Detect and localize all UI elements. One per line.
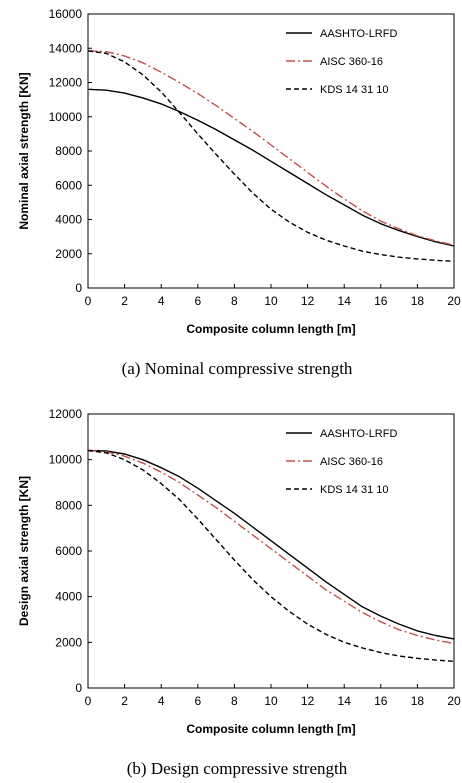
x-ticks-a: 0 2 4 6 8 10 12 14 16 18 20 [85, 284, 461, 308]
y-tick-label: 4000 [55, 590, 82, 604]
x-tick-label: 14 [338, 294, 352, 308]
y-ticks-b: 0 2000 4000 6000 8000 10000 12000 [49, 407, 92, 695]
y-ticks-a: 0 2000 4000 6000 8000 10000 12000 14000 16000 [49, 7, 92, 295]
y-tick-label: 8000 [55, 144, 82, 158]
y-tick-label: 6000 [55, 178, 82, 192]
y-tick-label: 8000 [55, 498, 82, 512]
y-tick-label: 14000 [49, 41, 83, 55]
x-tick-label: 16 [374, 294, 388, 308]
x-tick-label: 8 [231, 694, 238, 708]
legend-a: AASHTO-LRFD AISC 360-16 KDS 14 31 10 [286, 28, 397, 96]
x-tick-label: 4 [158, 694, 165, 708]
x-tick-label: 12 [301, 294, 315, 308]
y-tick-label: 12000 [49, 76, 83, 90]
y-tick-label: 2000 [55, 247, 82, 261]
legend-label: KDS 14 31 10 [320, 84, 389, 96]
legend-label: AISC 360-16 [320, 456, 383, 468]
x-tick-label: 18 [411, 694, 425, 708]
x-tick-label: 20 [447, 294, 461, 308]
y-tick-label: 4000 [55, 213, 82, 227]
series-line-kds-14-31-10 [87, 449, 455, 662]
series-group-b [87, 449, 455, 662]
y-tick-label: 0 [75, 281, 82, 295]
y-tick-label: 0 [75, 681, 82, 695]
x-tick-label: 4 [158, 294, 165, 308]
legend-label: AISC 360-16 [320, 56, 383, 68]
series-line-aisc-360-16 [87, 50, 455, 246]
y-tick-label: 12000 [49, 407, 83, 421]
x-tick-label: 10 [264, 294, 278, 308]
x-tick-label: 2 [121, 694, 128, 708]
series-line-aashto-lrfd [87, 88, 455, 247]
x-tick-label: 20 [447, 694, 461, 708]
x-axis-label-b: Composite column length [m] [186, 722, 355, 736]
legend-label: KDS 14 31 10 [320, 484, 389, 496]
y-tick-label: 6000 [55, 544, 82, 558]
x-tick-label: 18 [411, 294, 425, 308]
y-tick-label: 10000 [49, 453, 83, 467]
plot-area-a [87, 13, 455, 289]
series-line-kds-14-31-10 [87, 50, 455, 262]
y-axis-label-b: Design axial strength [KN] [17, 476, 31, 626]
y-tick-label: 10000 [49, 110, 83, 124]
chart-panel-a: 0 2 4 6 8 10 12 14 16 18 20 0 2000 4000 6000 8000 10000… [17, 7, 461, 378]
plot-area-b [87, 413, 455, 689]
y-axis-label-a: Nominal axial strength [KN] [17, 72, 31, 229]
caption-a: (a) Nominal compressive strength [122, 359, 353, 378]
legend-label: AASHTO-LRFD [320, 428, 397, 440]
legend-b: AASHTO-LRFD AISC 360-16 KDS 14 31 10 [286, 428, 397, 496]
x-tick-label: 14 [338, 694, 352, 708]
legend-label: AASHTO-LRFD [320, 28, 397, 40]
x-ticks-b: 0 2 4 6 8 10 12 14 16 18 20 [85, 684, 461, 708]
x-tick-label: 0 [85, 294, 92, 308]
series-line-aisc-360-16 [87, 449, 455, 645]
series-group-a [87, 50, 455, 262]
chart-panel-b: 0 2 4 6 8 10 12 14 16 18 20 0 2000 4000 6000 8000 10000… [17, 407, 461, 778]
x-tick-label: 0 [85, 694, 92, 708]
x-tick-label: 16 [374, 694, 388, 708]
series-line-aashto-lrfd [87, 449, 455, 640]
x-tick-label: 2 [121, 294, 128, 308]
caption-b: (b) Design compressive strength [127, 759, 348, 778]
y-tick-label: 16000 [49, 7, 83, 21]
y-tick-label: 2000 [55, 635, 82, 649]
x-axis-label-a: Composite column length [m] [186, 322, 355, 336]
x-tick-label: 8 [231, 294, 238, 308]
x-tick-label: 6 [194, 694, 201, 708]
x-tick-label: 6 [194, 294, 201, 308]
x-tick-label: 10 [264, 694, 278, 708]
x-tick-label: 12 [301, 694, 315, 708]
